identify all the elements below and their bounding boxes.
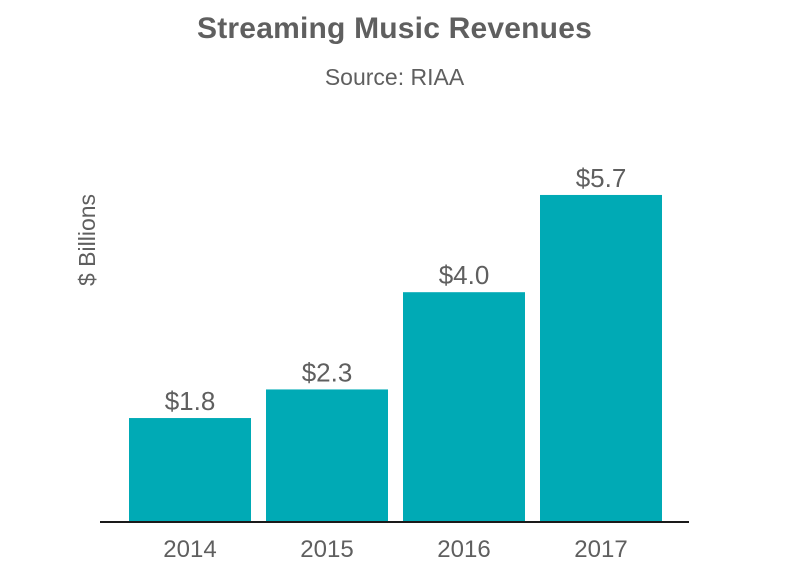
bar-2016 bbox=[403, 292, 525, 521]
bars-layer: $1.8 2014 $2.3 2015 $4.0 2016 $5.7 2017 bbox=[129, 163, 662, 563]
chart-subtitle: Source: RIAA bbox=[324, 64, 465, 90]
chart-title: Streaming Music Revenues bbox=[197, 12, 592, 45]
data-label-2016: $4.0 bbox=[439, 260, 490, 290]
bar-2017 bbox=[540, 194, 662, 521]
data-label-2017: $5.7 bbox=[576, 163, 627, 193]
y-axis-label: $ Billions bbox=[74, 194, 100, 286]
bar-2014 bbox=[129, 418, 251, 521]
x-tick-label-2017: 2017 bbox=[574, 536, 627, 563]
data-label-2014: $1.8 bbox=[165, 386, 216, 416]
x-tick-label-2016: 2016 bbox=[437, 536, 490, 563]
x-tick-label-2015: 2015 bbox=[300, 536, 353, 563]
x-tick-label-2014: 2014 bbox=[163, 536, 216, 563]
bar-2015 bbox=[266, 389, 388, 521]
data-label-2015: $2.3 bbox=[302, 357, 353, 387]
